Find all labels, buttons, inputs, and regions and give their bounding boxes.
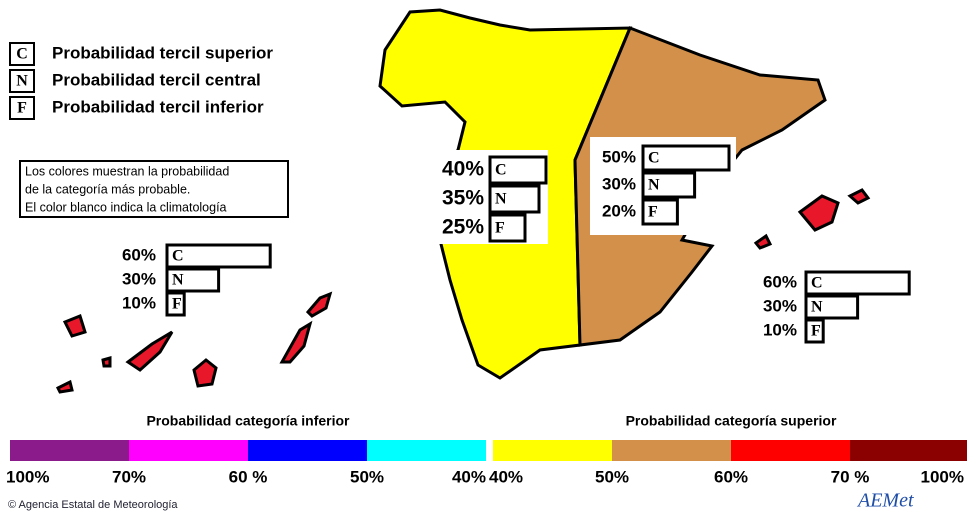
- legend-letter: F: [17, 100, 27, 117]
- probability-bar: [488, 155, 548, 185]
- probability-label: 35%: [442, 187, 484, 210]
- probability-bar: [804, 294, 860, 320]
- probability-bar: [165, 267, 221, 293]
- probability-label: 10%: [122, 293, 156, 312]
- category-letter: F: [172, 296, 182, 313]
- scale-tick-label: 50%: [350, 467, 384, 486]
- scale-title: Probabilidad categoría inferior: [146, 413, 350, 429]
- legend-label: Probabilidad tercil central: [52, 70, 261, 89]
- probability-label: 30%: [763, 296, 797, 315]
- note-box: [19, 160, 289, 218]
- scale-tick-label: 100%: [6, 467, 49, 486]
- island: [305, 291, 333, 318]
- probability-bar: [641, 171, 697, 199]
- scale-tick-label: 40%: [489, 467, 523, 486]
- category-letter: N: [495, 191, 507, 208]
- scale-segment: [367, 440, 486, 461]
- scale-segment: [493, 440, 612, 461]
- probability-bar: [804, 270, 911, 296]
- island: [279, 320, 313, 364]
- note-line: El color blanco indica la climatología: [25, 200, 227, 214]
- scale-tick-label: 100%: [921, 467, 964, 486]
- probability-bar: [488, 184, 541, 214]
- scale-segment: [248, 440, 367, 461]
- scale-segment: [612, 440, 731, 461]
- legend-box: [9, 96, 35, 120]
- scale-segment: [10, 440, 129, 461]
- category-letter: N: [811, 299, 823, 316]
- credit: © Agencia Estatal de Meteorología: [8, 499, 178, 511]
- island: [125, 330, 174, 372]
- probability-label: 30%: [122, 269, 156, 288]
- note-line: de la categoría más probable.: [25, 182, 190, 196]
- category-letter: N: [648, 177, 660, 194]
- probability-bar: [804, 318, 825, 344]
- probability-bar: [165, 243, 272, 269]
- category-letter: C: [495, 162, 507, 179]
- probability-label: 40%: [442, 158, 484, 181]
- probability-bar: [641, 144, 731, 172]
- category-letter: F: [495, 220, 505, 237]
- probability-bar: [488, 213, 527, 243]
- scale-tick-label: 70%: [112, 467, 146, 486]
- probability-label: 30%: [602, 174, 636, 193]
- legend-label: Probabilidad tercil inferior: [52, 97, 264, 116]
- legend-box: [9, 69, 35, 93]
- probability-label: 50%: [602, 147, 636, 166]
- note-line: Los colores muestran la probabilidad: [25, 164, 229, 178]
- category-letter: N: [172, 272, 184, 289]
- probability-bar: [641, 198, 679, 226]
- scale-tick-label: 60%: [714, 467, 748, 486]
- probability-label: 60%: [763, 272, 797, 291]
- logo: AEMet: [856, 490, 914, 512]
- category-letter: C: [648, 150, 660, 167]
- island: [753, 233, 773, 250]
- island: [62, 314, 87, 338]
- scale-segment: [129, 440, 248, 461]
- island: [101, 356, 112, 368]
- legend-label: Probabilidad tercil superior: [52, 43, 273, 62]
- probability-label: 20%: [602, 201, 636, 220]
- probability-label: 25%: [442, 216, 484, 239]
- scale-title: Probabilidad categoría superior: [626, 413, 837, 429]
- category-letter: F: [648, 204, 658, 221]
- scale-tick-label: 70 %: [831, 467, 870, 486]
- scale-tick-label: 60 %: [229, 467, 268, 486]
- category-letter: F: [811, 323, 821, 340]
- category-letter: C: [811, 275, 823, 292]
- legend-letter: C: [16, 46, 28, 63]
- scale-segment: [731, 440, 850, 461]
- scale-tick-label: 50%: [595, 467, 629, 486]
- probability-bar: [165, 291, 186, 317]
- island: [192, 358, 218, 388]
- legend-box: [9, 42, 35, 66]
- probability-label: 10%: [763, 320, 797, 339]
- category-letter: C: [172, 248, 184, 265]
- island: [847, 188, 871, 205]
- island: [797, 194, 840, 232]
- probability-label: 60%: [122, 245, 156, 264]
- scale-segment: [850, 440, 967, 461]
- island: [55, 379, 74, 394]
- scale-tick-label: 40%: [452, 467, 486, 486]
- legend-letter: N: [16, 73, 28, 90]
